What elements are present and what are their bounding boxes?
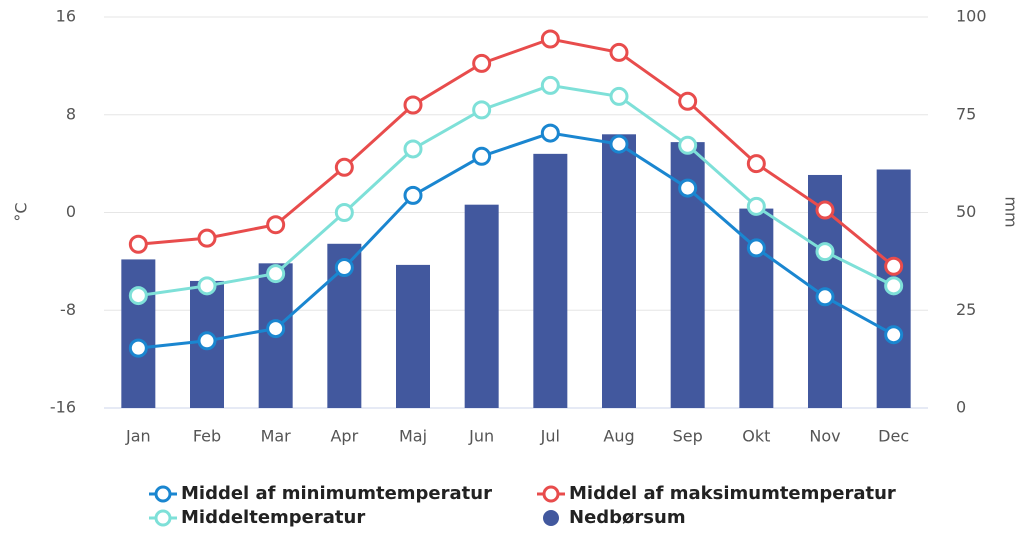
y2-tick-label: 100 [956,7,987,26]
line [138,37,895,268]
y2-tick-label: 0 [956,398,966,417]
point [403,95,423,115]
legend-label: Middel af maksimumtemperatur [569,483,896,504]
y-tick-label: 8 [66,104,76,123]
y-tick-label: -8 [60,300,76,319]
x-tick-label: Mar [261,427,292,446]
x-tick-label: Maj [399,427,427,446]
bar [602,134,636,409]
line [138,131,895,350]
point [815,200,835,220]
point [746,196,766,216]
point [472,146,492,166]
legend-label: Nedbørsum [569,507,686,528]
point [609,86,629,106]
point [746,238,766,258]
x-tick-label: Sep [673,427,703,446]
point [884,256,904,276]
point [266,215,286,235]
point [472,100,492,120]
bar [464,204,499,408]
point [334,257,354,277]
point [334,203,354,222]
point [197,331,217,351]
x-tick-label: Apr [330,427,358,446]
point [128,286,148,306]
y2-tick-label: 25 [956,300,976,319]
point [678,135,698,155]
legend-marker [543,510,559,526]
point [746,154,766,174]
legend-label: Middeltemperatur [181,507,365,528]
point [128,338,148,358]
point [403,185,423,205]
y-axis-label: °C [12,202,31,221]
legend-marker [154,509,172,527]
point [334,157,354,177]
point [609,42,629,62]
legend-marker [542,485,560,503]
point [540,123,560,143]
legend-marker [154,485,172,503]
y2-tick-label: 75 [956,104,976,123]
bar [533,153,568,408]
point [884,325,904,345]
point [540,75,560,95]
x-tick-label: Nov [809,427,840,446]
line [138,83,895,298]
y-tick-label: -16 [50,398,76,417]
y-tick-label: 0 [66,202,76,221]
x-tick-label: Aug [603,427,634,446]
point [197,276,217,296]
point [266,264,286,284]
point [609,134,629,154]
point [884,276,904,296]
x-tick-label: Feb [193,427,221,446]
point [815,287,835,307]
x-tick-label: Jun [468,427,494,446]
bar [121,259,156,408]
x-tick-label: Dec [878,427,909,446]
y-tick-label: 16 [56,7,76,26]
bar [396,264,430,408]
x-tick-label: Jan [125,427,151,446]
point [197,228,217,248]
legend-label: Middel af minimumtemperatur [181,483,492,504]
x-tick-label: Jul [540,427,560,446]
point [266,319,286,339]
point [678,178,698,198]
x-tick-label: Okt [742,427,770,446]
y2-tick-label: 50 [956,202,976,221]
point [128,234,148,254]
point [472,53,492,73]
point [815,242,835,262]
point [678,91,698,111]
y2-axis-label: mm [1002,196,1021,227]
point [540,29,560,49]
point [403,139,423,159]
